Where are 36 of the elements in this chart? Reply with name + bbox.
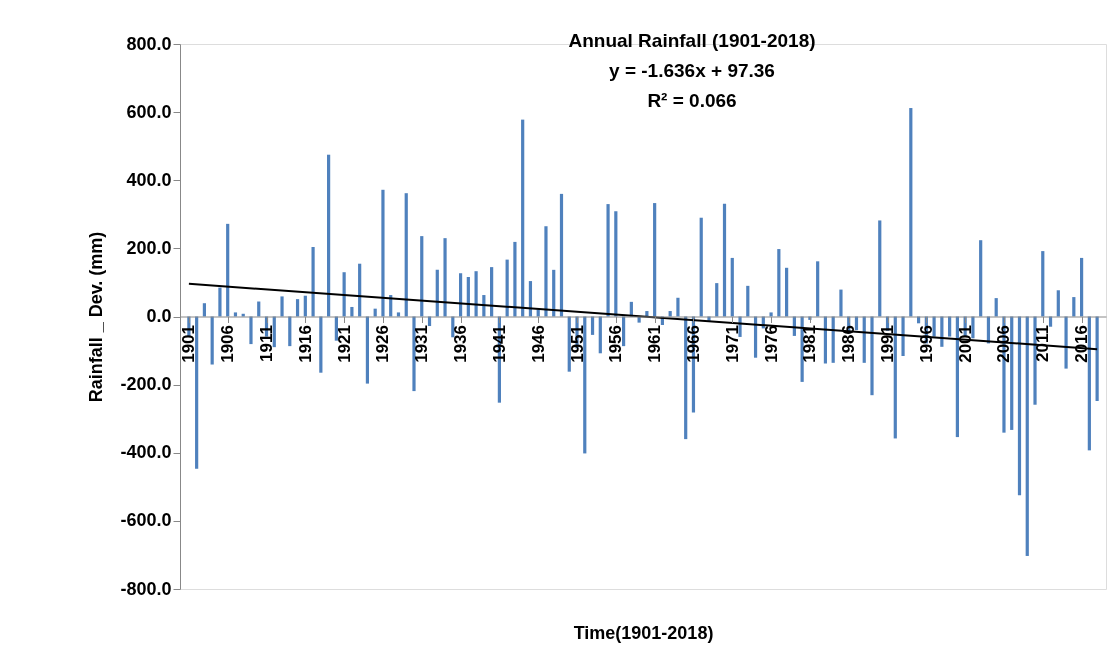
x-tick-label: 1946 [528, 325, 548, 363]
x-tick-label: 1971 [722, 325, 742, 363]
x-tick-label: 2006 [994, 325, 1014, 363]
y-tick-label: 800.0 [126, 33, 172, 54]
x-tick-label: 2016 [1072, 325, 1092, 363]
x-tick-label: 2001 [955, 325, 975, 363]
x-tick-label: 1921 [334, 325, 354, 363]
x-tick-label: 1901 [179, 325, 199, 363]
x-axis-title: Time(1901-2018) [573, 622, 714, 643]
x-tick-label: 1931 [412, 325, 432, 363]
x-tick-label: 1906 [218, 325, 238, 363]
y-axis-title: Rainfall _ Dev. (mm) [86, 231, 107, 403]
annotation: y = -1.636x + 97.36 [609, 60, 775, 81]
x-tick-label: 1936 [451, 325, 471, 363]
x-tick-label: 1991 [878, 325, 898, 363]
x-tick-label: 1951 [567, 325, 587, 363]
x-tick-label: 1961 [645, 325, 665, 363]
y-tick-label: 400.0 [126, 169, 172, 190]
annotation: R² = 0.066 [647, 90, 737, 111]
x-tick-label: 1926 [373, 325, 393, 363]
x-tick-label: 1941 [489, 325, 509, 363]
chart-title: Annual Rainfall (1901-2018) [568, 30, 816, 51]
x-tick-label: 1956 [606, 325, 626, 363]
x-tick-label: 1986 [839, 325, 859, 363]
x-tick-label: 1976 [761, 325, 781, 363]
x-tick-label: 1916 [295, 325, 315, 363]
y-tick-label: -400.0 [120, 442, 172, 463]
y-tick-label: 600.0 [126, 101, 172, 122]
x-tick-label: 1966 [683, 325, 703, 363]
y-tick-label: -800.0 [120, 578, 172, 599]
y-tick-label: -600.0 [120, 510, 172, 531]
x-tick-label: 1996 [916, 325, 936, 363]
y-tick-label: 200.0 [126, 237, 172, 258]
x-tick-label: 1911 [257, 325, 277, 362]
y-tick-label: 0.0 [146, 306, 172, 326]
y-tick-label: -200.0 [120, 374, 172, 395]
